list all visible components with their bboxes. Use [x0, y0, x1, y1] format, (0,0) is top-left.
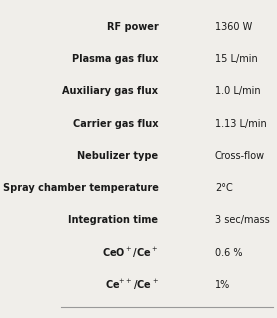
Text: 15 L/min: 15 L/min	[215, 54, 258, 64]
Text: 2°C: 2°C	[215, 183, 233, 193]
Text: Carrier gas flux: Carrier gas flux	[73, 119, 158, 128]
Text: 1.13 L/min: 1.13 L/min	[215, 119, 266, 128]
Text: Ce$^{++}$/Ce$^+$: Ce$^{++}$/Ce$^+$	[104, 278, 158, 292]
Text: Auxiliary gas flux: Auxiliary gas flux	[62, 86, 158, 96]
Text: 0.6 %: 0.6 %	[215, 247, 242, 258]
Text: Integration time: Integration time	[68, 215, 158, 225]
Text: 1%: 1%	[215, 280, 230, 290]
Text: CeO$^+$/Ce$^+$: CeO$^+$/Ce$^+$	[102, 245, 158, 259]
Text: 1.0 L/min: 1.0 L/min	[215, 86, 260, 96]
Text: Plasma gas flux: Plasma gas flux	[72, 54, 158, 64]
Text: 1360 W: 1360 W	[215, 22, 252, 32]
Text: Nebulizer type: Nebulizer type	[77, 151, 158, 161]
Text: Spray chamber temperature: Spray chamber temperature	[2, 183, 158, 193]
Text: 3 sec/mass: 3 sec/mass	[215, 215, 270, 225]
Text: RF power: RF power	[107, 22, 158, 32]
Text: Cross-flow: Cross-flow	[215, 151, 265, 161]
